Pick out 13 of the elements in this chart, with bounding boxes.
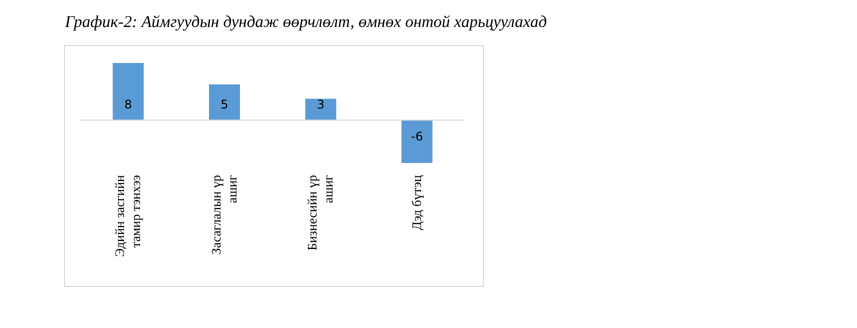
bar [401,120,432,163]
x-tick-label: Засаглалын үр ашиг [208,175,240,254]
data-label: 8 [124,97,132,112]
data-label: -6 [410,129,423,144]
data-label: 5 [220,97,228,112]
bar [112,63,144,120]
x-tick-label: Дэд бүтэц [408,174,424,230]
bar [305,98,336,120]
x-tick-label: Эдийн засгийн тамир тэнхээ [112,174,144,257]
bar [208,84,240,120]
data-label: 3 [316,97,325,112]
chart-title: График-2: Аймгуудын дундаж өөрчлөлт, өмнөх онтой харьцуулахад [65,12,548,33]
x-tick-label: Бизнесийн үр ашиг [304,175,336,250]
